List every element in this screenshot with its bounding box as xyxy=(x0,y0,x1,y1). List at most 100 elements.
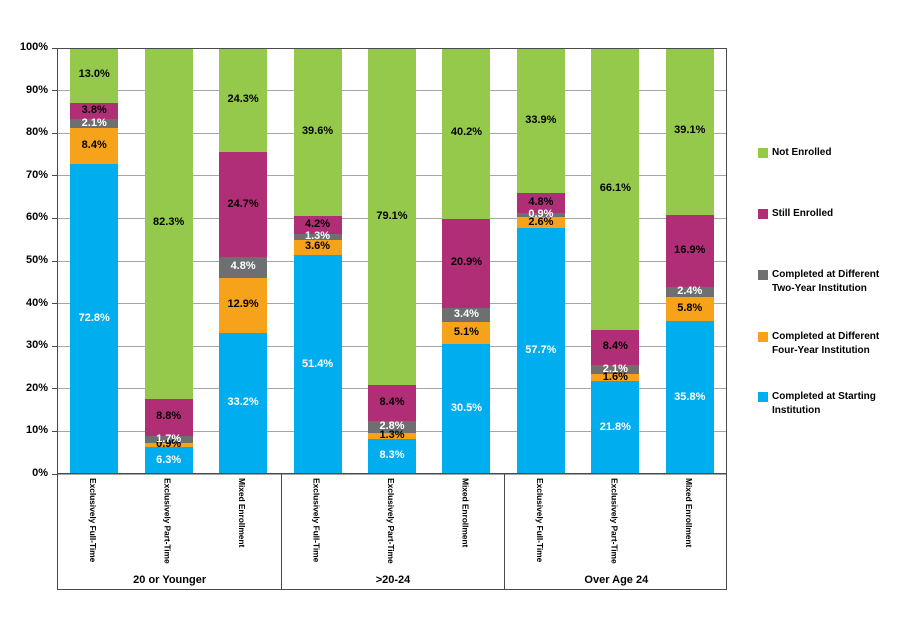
bar-segment-label: 6.3% xyxy=(156,453,182,466)
legend-label-completed-two-year: Completed at Different Two-Year Institut… xyxy=(772,269,880,294)
bar-segment xyxy=(368,421,416,434)
y-tick-label: 0% xyxy=(32,467,48,479)
bar-segment xyxy=(293,216,342,235)
bar-segment-label: 21.8% xyxy=(599,420,631,433)
bar-segment-label: 33.9% xyxy=(525,113,557,126)
bar-segment-label: 1.6% xyxy=(602,370,628,383)
bar-segment xyxy=(70,128,119,164)
bar-segment-label: 1.3% xyxy=(305,229,331,242)
bar-segment xyxy=(442,218,491,308)
legend-item-not-enrolled: Not Enrolled xyxy=(758,146,831,160)
legend-swatch-completed-two-year xyxy=(758,270,768,280)
y-tick-label: 60% xyxy=(25,211,48,224)
bar-segment-label: 24.3% xyxy=(227,93,259,106)
legend-swatch-still-enrolled xyxy=(758,209,768,219)
group-label: 20 or Younger xyxy=(133,574,207,586)
y-axis-tick xyxy=(52,132,57,134)
plot-area: 72.8% 8.4% 2.1% 3.8% 13.0% 6.3% 0.9% 1.7% 8.8% 82… xyxy=(57,47,727,475)
bar-segment xyxy=(591,374,640,382)
bar-segment-label: 3.6% xyxy=(305,240,331,253)
bar-segment xyxy=(516,217,565,229)
legend-item-still-enrolled: Still Enrolled xyxy=(758,207,833,221)
bar-segment-label: 39.1% xyxy=(674,124,706,137)
y-axis-tick xyxy=(52,260,57,262)
y-tick-label: 40% xyxy=(25,296,48,309)
bar-segment-label: 57.7% xyxy=(525,344,557,357)
y-axis-tick xyxy=(52,90,57,92)
bar-segment xyxy=(219,48,268,152)
bar-segment xyxy=(219,332,268,474)
bar-segment-label: 39.6% xyxy=(301,124,334,137)
bar-segment-label: 1.3% xyxy=(379,428,405,441)
y-axis-tick xyxy=(52,473,57,475)
bar-segment xyxy=(293,239,342,256)
legend-label-completed-starting: Completed at Starting Institution xyxy=(772,391,876,416)
bar-segment-label: 2.1% xyxy=(81,116,107,129)
bar-segment-label: 12.9% xyxy=(227,298,259,311)
bar-segment xyxy=(219,151,268,258)
bar-segment xyxy=(144,443,193,448)
bar-segment xyxy=(591,329,640,366)
legend-label-not-enrolled: Not Enrolled xyxy=(772,147,832,158)
bar-segment xyxy=(144,398,193,437)
bar-segment-label: 13.0% xyxy=(78,68,110,81)
bar-segment xyxy=(665,321,714,474)
legend-label-completed-four-year: Completed at Different Four-Year Institu… xyxy=(772,331,880,356)
bar-segment xyxy=(591,48,640,330)
y-tick-label: 30% xyxy=(25,339,48,352)
bar-segment xyxy=(368,48,416,386)
group-divider xyxy=(280,474,282,589)
bar-segment xyxy=(144,447,193,474)
bar-segment xyxy=(516,192,565,214)
bar-segment-label: 40.2% xyxy=(450,126,483,139)
y-tick-label: 70% xyxy=(25,168,48,181)
bar-segment-label: 5.1% xyxy=(453,326,479,339)
bar-segment xyxy=(442,344,491,474)
legend-swatch-completed-starting xyxy=(758,392,768,402)
y-tick-label: 90% xyxy=(25,83,48,96)
group-label: >20-24 xyxy=(375,574,411,586)
category-label: Exclusively Part-Time xyxy=(162,478,173,564)
bar-segment xyxy=(368,433,416,439)
group-label: Over Age 24 xyxy=(584,574,649,586)
bar-segment-label: 30.5% xyxy=(450,402,483,415)
bar-segment xyxy=(442,47,491,219)
category-label: Exclusively Full-Time xyxy=(88,478,99,563)
bar-segment-label: 8.3% xyxy=(379,449,405,462)
bar-segment xyxy=(368,438,416,474)
bar-segment-label: 8.4% xyxy=(602,340,628,353)
gridline xyxy=(57,473,727,475)
y-axis-tick xyxy=(52,388,57,390)
legend-swatch-completed-four-year xyxy=(758,332,768,342)
bar-segment-label: 4.8% xyxy=(230,260,256,273)
bar-segment xyxy=(219,277,268,333)
bar-segment xyxy=(368,385,416,422)
y-tick-label: 100% xyxy=(19,41,48,53)
bar-segment xyxy=(70,47,119,103)
bar-segment xyxy=(665,296,714,322)
y-axis-tick xyxy=(52,175,57,177)
bar-segment xyxy=(665,214,714,287)
bar-segment-label: 3.8% xyxy=(81,104,107,117)
bar-segment xyxy=(442,322,491,345)
category-label: Exclusively Full-Time xyxy=(311,478,322,563)
bar-segment xyxy=(70,102,119,120)
bar-segment xyxy=(293,234,342,240)
legend-item-completed-starting: Completed at Starting Institution xyxy=(758,390,876,418)
y-axis-tick xyxy=(52,303,57,305)
bar-segment-label: 0.9% xyxy=(528,208,554,221)
bar-segment-label: 35.8% xyxy=(674,390,706,403)
bar-segment-label: 0.9% xyxy=(156,438,182,451)
y-axis-tick xyxy=(52,430,57,432)
bar-segment xyxy=(516,213,565,218)
legend-item-completed-four-year: Completed at Different Four-Year Institu… xyxy=(758,330,879,358)
bar-segment xyxy=(591,365,640,375)
category-label: Exclusively Part-Time xyxy=(609,478,620,564)
bar-segment xyxy=(70,163,119,474)
bar-segment-label: 72.8% xyxy=(78,311,110,324)
bar-segment-label: 20.9% xyxy=(450,256,483,269)
bar-segment xyxy=(665,48,714,215)
bar-segment xyxy=(144,436,193,444)
bar-segment-label: 8.8% xyxy=(156,410,182,423)
bar-segment xyxy=(591,381,640,474)
